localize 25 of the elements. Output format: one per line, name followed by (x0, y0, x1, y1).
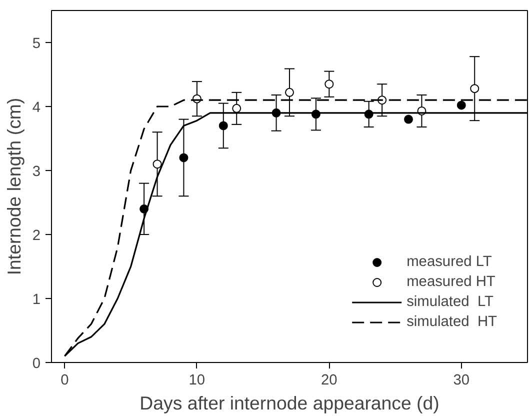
y-tick-label: 0 (32, 356, 41, 372)
legend-label: simulated HT (406, 314, 497, 330)
x-axis-title: Days after internode appearance (d) (140, 392, 440, 414)
y-tick-label: 4 (32, 100, 41, 116)
legend-label: measured HT (406, 274, 496, 290)
x-tick-label: 20 (321, 372, 338, 388)
y-tick-label: 3 (32, 164, 41, 180)
point (285, 88, 294, 97)
point (404, 114, 413, 124)
point (152, 160, 162, 169)
point (179, 153, 188, 162)
point (470, 84, 480, 94)
legend-label: simulated LT (406, 294, 494, 310)
x-tick-label: 0 (60, 372, 69, 388)
y-axis-title: Internode length (cm) (3, 98, 24, 276)
point (218, 121, 228, 130)
x-tick-label: 30 (453, 372, 470, 388)
point (324, 80, 334, 89)
y-tick-label: 5 (32, 36, 41, 52)
y-tick-label: 1 (32, 292, 41, 308)
x-tick-label: 10 (188, 372, 206, 388)
legend-label: measured LT (406, 254, 492, 270)
y-tick-label: 2 (32, 228, 41, 244)
point (456, 100, 466, 110)
point (232, 104, 242, 113)
